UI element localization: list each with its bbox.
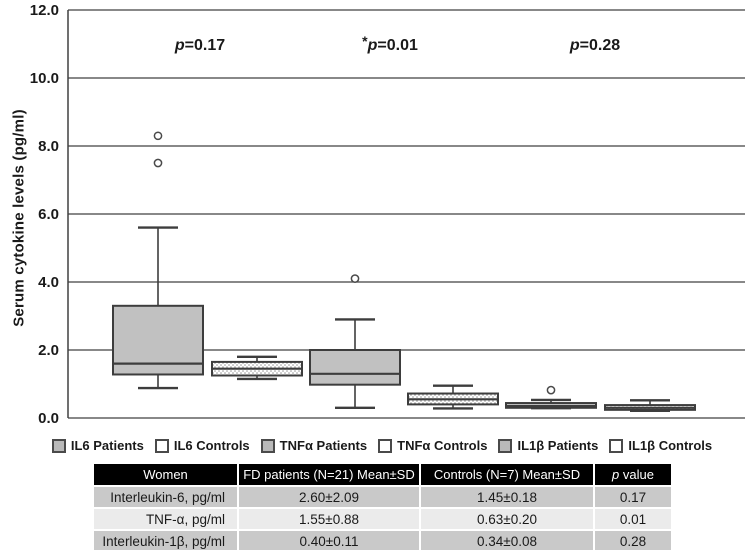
outlier-point (546, 385, 556, 395)
y-axis-title: Serum cytokine levels (pg/ml) (10, 109, 28, 327)
results-table: Women FD patients (N=21) Mean±SD Controls … (92, 462, 673, 550)
box-series (211, 355, 303, 381)
y-tick-label: 6.0 (38, 206, 59, 223)
legend-label: TNFα Patients (279, 438, 368, 453)
y-tick-label: 8.0 (38, 138, 59, 155)
legend-label: TNFα Controls (397, 438, 488, 453)
p-value-annotation: p=0.17 (174, 37, 225, 54)
legend-swatch-icon (154, 438, 169, 453)
box-rect (309, 349, 401, 386)
table-cell: 1.55±0.88 (239, 509, 419, 529)
legend-label: IL6 Controls (173, 438, 250, 453)
outlier-point (153, 131, 163, 141)
legend-swatch-icon (609, 438, 624, 453)
table-row-label: Interleukin-6, pg/ml (94, 487, 237, 507)
box-series (604, 399, 696, 413)
y-tick-label: 4.0 (38, 274, 59, 291)
table-cell: 1.45±0.18 (421, 487, 593, 507)
legend-item: IL1β Controls (609, 438, 712, 453)
y-tick-label: 2.0 (38, 342, 59, 359)
table-row: Interleukin-1β, pg/ml 0.40±0.11 0.34±0.08 0… (94, 531, 671, 550)
table-row: TNF-α, pg/ml 1.55±0.88 0.63±0.20 0.01 (94, 509, 671, 529)
table-header-cell: FD patients (N=21) Mean±SD (239, 464, 419, 485)
legend-swatch-icon (378, 438, 393, 453)
y-tick-label: 12.0 (30, 2, 59, 19)
table-cell: 0.17 (595, 487, 671, 507)
p-value-annotation: p=0.28 (569, 37, 620, 54)
legend-item: IL6 Controls (154, 438, 250, 453)
table-header-cell: p value (595, 464, 671, 485)
table-cell: 0.34±0.08 (421, 531, 593, 550)
legend-item: IL6 Patients (51, 438, 144, 453)
table-header-cell: Controls (N=7) Mean±SD (421, 464, 593, 485)
legend-label: IL6 Patients (70, 438, 144, 453)
outlier-point (350, 274, 360, 283)
y-tick-label: 0.0 (38, 410, 59, 427)
legend-swatch-icon (51, 438, 66, 453)
box-series (309, 274, 401, 409)
table-header-row: Women FD patients (N=21) Mean±SD Controls … (94, 464, 671, 485)
table-cell: 0.40±0.11 (239, 531, 419, 550)
boxplot-chart: 0.0 2.0 4.0 6.0 8.0 10.0 12.0 p=0.17 *p=0.01 p=0.… (30, 2, 745, 427)
table-row-label: Interleukin-1β, pg/ml (94, 531, 237, 550)
p-value-annotation: *p=0.01 (362, 33, 418, 54)
results-table-body: Interleukin-6, pg/ml 2.60±2.09 1.45±0.18 0.… (94, 487, 671, 550)
results-table-header: Women FD patients (N=21) Mean±SD Controls … (94, 464, 671, 485)
legend-item: TNFα Controls (378, 438, 487, 453)
legend: IL6 Patients IL6 Controls TNFα Patients TNF… (0, 438, 750, 453)
legend-item: TNFα Patients (260, 438, 368, 453)
table-cell: 0.63±0.20 (421, 509, 593, 529)
legend-label: IL1β Patients (517, 438, 599, 453)
legend-label: IL1β Controls (628, 438, 713, 453)
table-row-label: TNF-α, pg/ml (94, 509, 237, 529)
legend-swatch-icon (498, 438, 513, 453)
box-series (112, 131, 204, 390)
table-cell: 2.60±2.09 (239, 487, 419, 507)
box-series (505, 385, 597, 410)
outlier-point (153, 158, 163, 168)
table-header-cell: Women (94, 464, 237, 485)
table-cell: 0.28 (595, 531, 671, 550)
table-cell: 0.01 (595, 509, 671, 529)
legend-item: IL1β Patients (498, 438, 598, 453)
y-tick-label: 10.0 (30, 70, 59, 87)
legend-swatch-icon (260, 438, 275, 453)
box-series (407, 384, 499, 410)
table-row: Interleukin-6, pg/ml 2.60±2.09 1.45±0.18 0.… (94, 487, 671, 507)
